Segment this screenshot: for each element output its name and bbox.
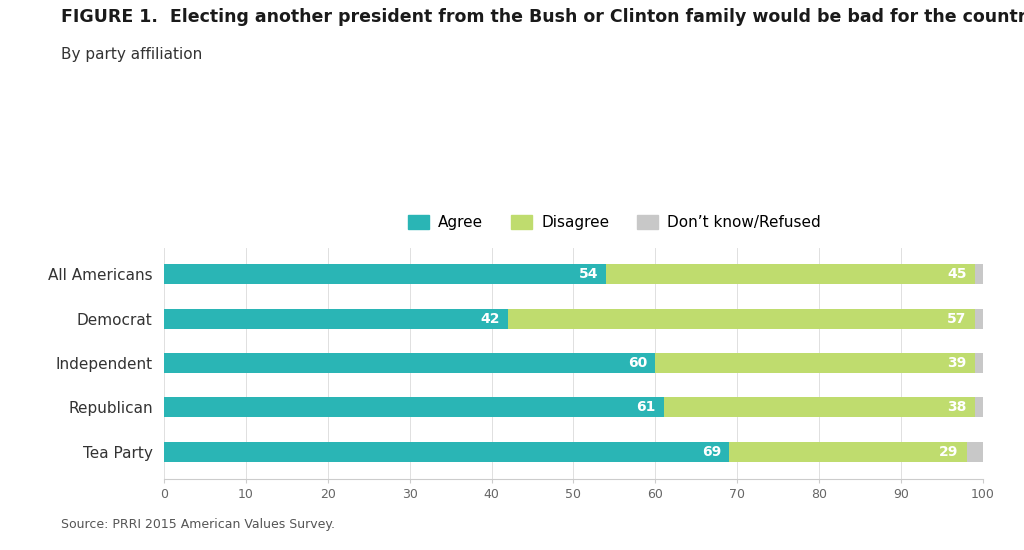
Text: By party affiliation: By party affiliation xyxy=(61,47,203,62)
Text: 45: 45 xyxy=(947,267,967,281)
Bar xyxy=(164,398,664,417)
Bar xyxy=(975,264,983,284)
Bar xyxy=(975,353,983,373)
Text: 42: 42 xyxy=(480,312,500,326)
Bar xyxy=(164,264,606,284)
Bar xyxy=(655,353,975,373)
Bar xyxy=(164,442,729,462)
Text: Source: PRRI 2015 American Values Survey.: Source: PRRI 2015 American Values Survey… xyxy=(61,518,336,531)
Text: 39: 39 xyxy=(947,356,967,370)
Legend: Agree, Disagree, Don’t know/Refused: Agree, Disagree, Don’t know/Refused xyxy=(401,208,827,236)
Text: 29: 29 xyxy=(939,445,958,459)
Bar xyxy=(975,398,983,417)
Text: 69: 69 xyxy=(701,445,721,459)
Bar xyxy=(729,442,967,462)
Text: 61: 61 xyxy=(636,400,655,414)
Bar xyxy=(164,309,508,328)
Text: 60: 60 xyxy=(628,356,647,370)
Bar xyxy=(975,309,983,328)
Bar xyxy=(606,264,975,284)
Text: 38: 38 xyxy=(947,400,967,414)
Text: 54: 54 xyxy=(579,267,598,281)
Bar xyxy=(164,353,655,373)
Bar xyxy=(664,398,975,417)
Text: 57: 57 xyxy=(947,312,967,326)
Bar xyxy=(967,442,983,462)
Text: FIGURE 1.  Electing another president from the Bush or Clinton family would be b: FIGURE 1. Electing another president fro… xyxy=(61,8,1024,26)
Bar xyxy=(508,309,975,328)
